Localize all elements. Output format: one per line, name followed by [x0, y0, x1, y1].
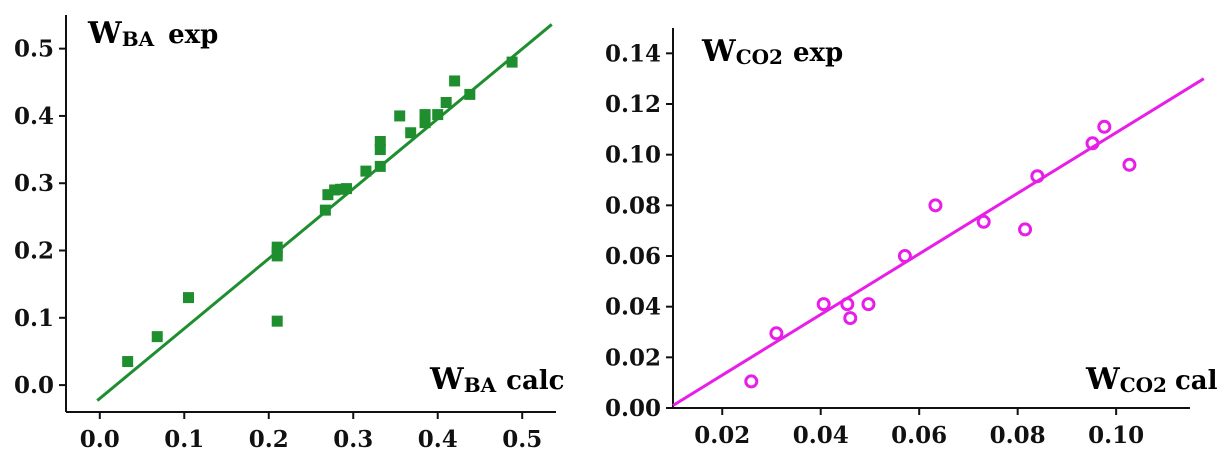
- left-y-tick-label: 0.3: [14, 170, 54, 197]
- right-fit-line-path: [672, 77, 1205, 407]
- left-ticks: 0.0 0.1 0.2 0.3 0.4 0.5 0.0 0.1 0.2 0.3 0.4 0.5: [14, 36, 542, 453]
- left-data-point: [374, 160, 386, 172]
- left-x-axis-label: WBA calc: [429, 362, 565, 397]
- right-data-point: [1122, 157, 1137, 172]
- right-x-tick-label: 0.10: [1088, 422, 1144, 449]
- right-data-point: [1097, 119, 1112, 134]
- left-points: [122, 56, 518, 368]
- left-data-point: [151, 331, 163, 343]
- left-data-point: [506, 56, 518, 68]
- left-data-point: [322, 189, 334, 201]
- right-y-tick-label: 0.04: [605, 294, 661, 321]
- left-data-point: [183, 292, 194, 304]
- right-y-tick-label: 0.06: [605, 243, 661, 270]
- right-y-tick-label: 0.08: [605, 192, 661, 219]
- right-data-point: [744, 374, 759, 389]
- left-data-point: [335, 183, 347, 195]
- left-data-point: [440, 96, 452, 108]
- left-data-point: [122, 356, 134, 368]
- left-data-point: [394, 110, 406, 122]
- left-data-point: [340, 183, 352, 195]
- left-data-point: [374, 144, 386, 156]
- chart-right: 0.02 0.04 0.06 0.08 0.10 0.00 0.02 0.04 0.06 0.08…: [605, 28, 1218, 449]
- left-data-point: [419, 109, 431, 121]
- right-fit-line: [672, 77, 1205, 407]
- right-data-point: [843, 311, 858, 326]
- right-y-tick-label: 0.14: [605, 40, 661, 67]
- left-x-tick-label: 0.3: [333, 426, 373, 453]
- right-y-axis-label: WCO2 exp: [701, 34, 843, 69]
- left-data-point: [419, 117, 431, 129]
- left-data-point: [271, 315, 283, 327]
- right-x-tick-label: 0.08: [990, 422, 1046, 449]
- right-y-tick-label: 0.02: [605, 344, 661, 371]
- right-y-tick-label: 0.10: [605, 142, 661, 169]
- right-x-tick-label: 0.02: [694, 422, 750, 449]
- right-data-point: [897, 249, 912, 263]
- right-data-point: [816, 297, 831, 312]
- right-points: [744, 119, 1137, 389]
- right-data-point: [1085, 136, 1100, 151]
- right-y-tick-label: 0.00: [605, 395, 661, 422]
- left-data-point: [374, 136, 386, 148]
- left-x-tick-label: 0.2: [249, 426, 289, 453]
- right-y-tick-label: 0.12: [605, 91, 661, 118]
- right-x-tick-label: 0.06: [891, 422, 947, 449]
- left-data-point: [464, 88, 476, 100]
- chart-left: 0.0 0.1 0.2 0.3 0.4 0.5 0.0 0.1 0.2 0.3 0.4 0.5 WBA…: [14, 15, 565, 453]
- left-y-tick-label: 0.5: [14, 36, 54, 63]
- left-data-point: [360, 165, 372, 177]
- left-data-point: [329, 184, 341, 196]
- left-y-tick-label: 0.0: [14, 372, 54, 399]
- left-x-tick-label: 0.5: [502, 426, 542, 453]
- right-data-point: [1018, 222, 1033, 237]
- right-x-axis-label: WCO2 cal: [1085, 362, 1218, 397]
- right-data-point: [1030, 169, 1045, 184]
- right-data-point: [928, 198, 943, 213]
- right-ticks: 0.02 0.04 0.06 0.08 0.10 0.00 0.02 0.04 0.06 0.08…: [605, 40, 1144, 449]
- left-data-point: [432, 109, 444, 121]
- right-data-point: [769, 326, 784, 341]
- left-x-tick-label: 0.0: [80, 426, 120, 453]
- left-y-tick-label: 0.4: [14, 103, 54, 130]
- left-data-point: [319, 204, 331, 216]
- left-x-tick-label: 0.4: [418, 426, 458, 453]
- left-data-point: [405, 127, 417, 139]
- right-data-point: [861, 297, 876, 312]
- right-x-tick-label: 0.04: [793, 422, 849, 449]
- left-y-axis-label: WBA exp: [87, 16, 218, 51]
- left-y-tick-label: 0.2: [14, 238, 54, 265]
- left-y-tick-label: 0.1: [14, 305, 54, 332]
- left-data-point: [449, 75, 461, 87]
- left-x-tick-label: 0.1: [164, 426, 204, 453]
- right-data-point: [840, 297, 855, 312]
- left-data-point: [271, 241, 283, 253]
- right-data-point: [976, 214, 991, 229]
